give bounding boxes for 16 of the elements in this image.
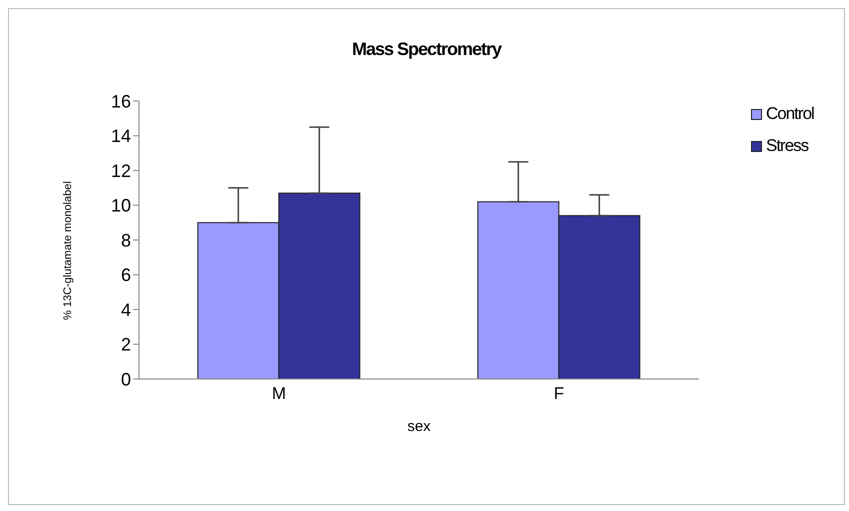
y-tick-label: 6 [120,265,131,286]
y-tick-label: 12 [110,160,131,181]
y-tick-label: 4 [120,300,131,320]
y-tick-label: 2 [120,334,131,355]
y-tick-label: 16 [110,91,131,112]
x-axis-title: sex [407,418,432,435]
x-tick-label: F [554,384,564,404]
y-tick-label: 10 [110,196,131,216]
chart-title: Mass Spectrometry [350,39,503,60]
y-tick-label: 0 [120,369,131,390]
y-tick-label: 8 [120,230,131,250]
y-tick-label: 14 [110,126,131,146]
y-axis-title: % 13C-glutamate monolabel [62,181,74,320]
legend-label: Control [766,104,814,124]
x-tick-label: M [272,384,286,404]
legend-label: Stress [766,136,808,156]
